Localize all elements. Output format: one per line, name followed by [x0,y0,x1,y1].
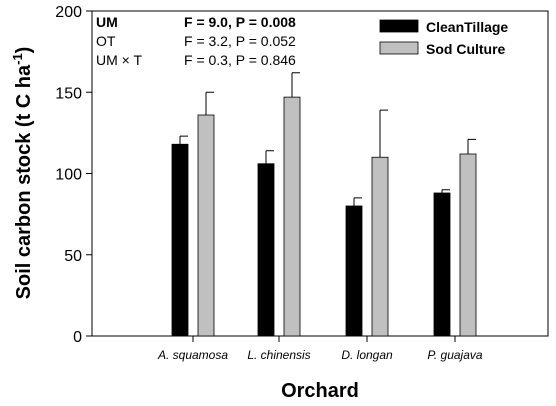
bar [257,163,275,337]
y-axis: 0 50 100 150 200 [55,4,92,346]
stat-label: UM × T [96,52,142,68]
x-axis-title: Orchard [281,380,359,402]
stats-annotation: UM F = 9.0, P = 0.008 OT F = 3.2, P = 0.052… [96,14,296,68]
stat-value: F = 0.3, P = 0.846 [184,52,296,68]
bar [283,96,301,337]
bar [345,205,363,337]
x-tick-label: D. longan [341,348,393,362]
bar [371,156,389,337]
stat-value: F = 3.2, P = 0.052 [184,33,296,49]
x-axis: A. squamosa L. chinensis D. longan P. guaja… [157,336,483,362]
plot-frame [91,10,549,337]
legend: CleanTillage Sod Culture [379,19,508,57]
y-axis-title: Soil carbon stock (t C ha-1) [10,47,35,300]
bars [171,96,477,337]
y-tick-label: 150 [55,85,82,102]
x-tick-label: P. guajava [427,348,482,362]
x-tick-label: A. squamosa [157,348,228,362]
legend-swatch [379,19,419,33]
legend-label: CleanTillage [426,19,508,35]
stat-label: UM [96,14,118,30]
bar [171,143,189,337]
legend-swatch [379,41,419,55]
legend-label: Sod Culture [426,41,506,57]
y-axis-title-superscript: -1 [10,53,25,65]
bar [433,192,451,337]
y-tick-label: 100 [55,167,82,184]
y-axis-title-suffix: ) [13,47,35,54]
y-tick-label: 0 [73,329,82,346]
x-tick-label: L. chinensis [247,348,310,362]
stat-value: F = 9.0, P = 0.008 [184,14,296,30]
error-bars [179,72,476,206]
stat-label: OT [96,33,116,49]
bar [459,153,477,337]
y-tick-label: 200 [55,4,82,21]
bar [197,114,215,337]
y-tick-label: 50 [64,248,82,265]
